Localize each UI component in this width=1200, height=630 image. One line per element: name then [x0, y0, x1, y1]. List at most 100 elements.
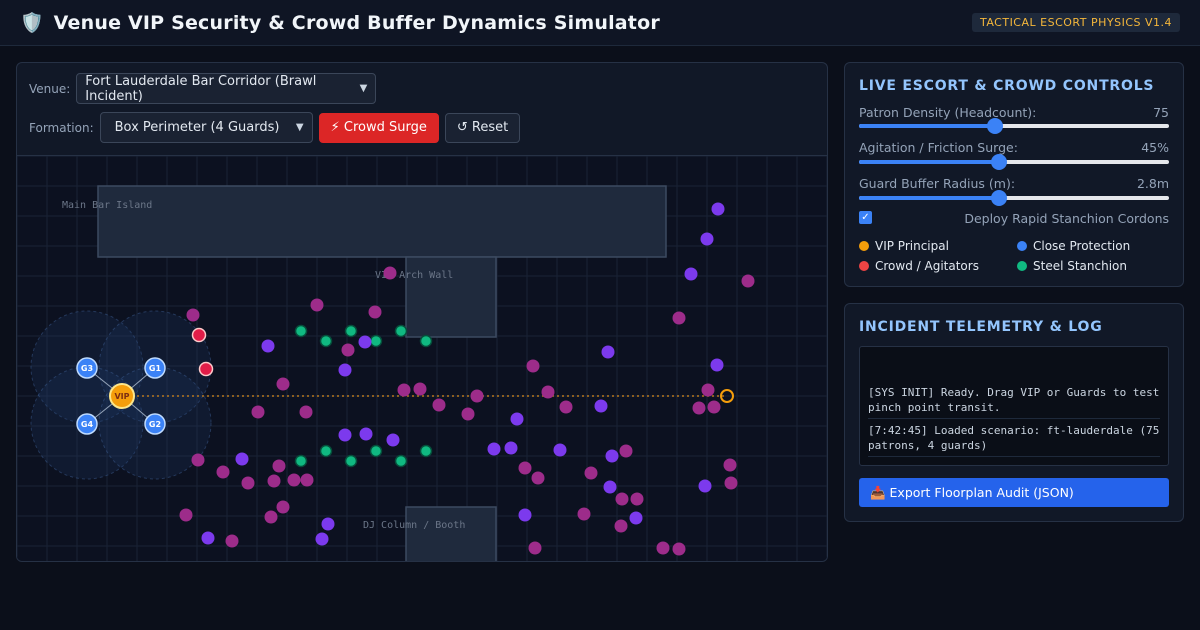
- stanchion[interactable]: [419, 334, 433, 348]
- telemetry-panel: INCIDENT TELEMETRY & LOG [SYS INIT] Read…: [844, 303, 1184, 522]
- crowd-patron: [287, 473, 301, 487]
- crowd-patron: [315, 532, 329, 546]
- guard-g2[interactable]: G2: [144, 413, 166, 435]
- shield-icon: 🛡️: [20, 12, 44, 34]
- log-entry: [SYS INIT] Ready. Drag VIP or Guards to …: [868, 385, 1160, 419]
- stanchion[interactable]: [344, 324, 358, 338]
- crowd-patron: [338, 363, 352, 377]
- crowd-patron: [413, 382, 427, 396]
- version-badge: TACTICAL ESCORT PHYSICS V1.4: [971, 13, 1180, 32]
- crowd-patron: [261, 339, 275, 353]
- stanchion[interactable]: [419, 444, 433, 458]
- density-slider[interactable]: [859, 118, 1169, 134]
- crowd-patron: [615, 492, 629, 506]
- crowd-patron: [487, 442, 501, 456]
- stanchion[interactable]: [319, 334, 333, 348]
- legend-stanchion-dot: [1017, 261, 1027, 271]
- stanchion[interactable]: [394, 454, 408, 468]
- stanchion-cordons: [294, 324, 433, 468]
- guard-g4[interactable]: G4: [76, 413, 98, 435]
- dj-column-booth: [405, 506, 497, 561]
- crowd-patron: [225, 534, 239, 548]
- crowd-patron: [605, 449, 619, 463]
- crowd-patron: [559, 400, 573, 414]
- formation-row: Formation: Box Perimeter (4 Guards) ▼ ⚡ …: [29, 112, 521, 143]
- venue-select[interactable]: Fort Lauderdale Bar Corridor (Brawl Inci…: [76, 73, 377, 104]
- guard-g4-label: G4: [81, 420, 94, 429]
- crowd-patron: [386, 433, 400, 447]
- stanchion-checkbox-label[interactable]: Deploy Rapid Stanchion Cordons: [964, 211, 1169, 226]
- crowd-patron: [711, 202, 725, 216]
- guard-g1-label: G1: [149, 364, 162, 373]
- crowd-surge-button[interactable]: ⚡ Crowd Surge: [318, 112, 439, 143]
- stanchion[interactable]: [369, 334, 383, 348]
- crowd-patron: [614, 519, 628, 533]
- crowd-patron: [179, 508, 193, 522]
- crowd-patron: [707, 400, 721, 414]
- crowd-patron: [672, 542, 686, 556]
- guard-g3[interactable]: G3: [76, 357, 98, 379]
- main-bar-island: [97, 185, 667, 258]
- slider-density-value: 75: [1153, 105, 1169, 120]
- floorplan-canvas[interactable]: Main Bar Island VIP Arch Wall DJ Column …: [17, 155, 828, 562]
- vip-principal[interactable]: VIP: [109, 383, 135, 409]
- chevron-down-icon: ▼: [295, 122, 304, 133]
- slider-density-row: Patron Density (Headcount): 75: [859, 105, 1169, 120]
- crowd-patron: [584, 466, 598, 480]
- crowd-patron: [692, 401, 706, 415]
- agitation-slider[interactable]: [859, 154, 1169, 170]
- crowd-patron: [300, 473, 314, 487]
- telemetry-title: INCIDENT TELEMETRY & LOG: [859, 319, 1103, 335]
- crowd-patron: [186, 308, 200, 322]
- crowd-patron: [603, 480, 617, 494]
- stanchion[interactable]: [319, 444, 333, 458]
- stanchion[interactable]: [344, 454, 358, 468]
- legend-cp-label: Close Protection: [1033, 239, 1131, 253]
- incident-log[interactable]: [SYS INIT] Ready. Drag VIP or Guards to …: [859, 346, 1169, 466]
- vip-arch-wall: [405, 256, 497, 338]
- slider-buffer-value: 2.8m: [1136, 176, 1169, 191]
- crowd-patron: [553, 443, 567, 457]
- stanchion-checkbox[interactable]: ✓: [859, 211, 872, 224]
- stanchion[interactable]: [369, 444, 383, 458]
- page-title: Venue VIP Security & Crowd Buffer Dynami…: [53, 11, 660, 34]
- legend-crowd: Crowd / Agitators: [859, 259, 979, 273]
- guard-g3-label: G3: [81, 364, 93, 373]
- crowd-patron: [518, 508, 532, 522]
- slider-fill: [859, 124, 996, 128]
- stanchion[interactable]: [294, 454, 308, 468]
- crowd-patron: [684, 267, 698, 281]
- guard-g1[interactable]: G1: [144, 357, 166, 379]
- slider-thumb[interactable]: [987, 118, 1004, 134]
- buffer-radius-slider[interactable]: [859, 190, 1169, 206]
- transit-target-marker[interactable]: [720, 389, 734, 403]
- crowd-patron: [272, 459, 286, 473]
- simulator-panel: Venue: Fort Lauderdale Bar Corridor (Bra…: [16, 62, 828, 562]
- dj-column-label: DJ Column / Booth: [363, 520, 465, 531]
- crowd-patron: [321, 517, 335, 531]
- crowd-patron: [264, 510, 278, 524]
- reset-button[interactable]: ↺ Reset: [444, 112, 521, 143]
- floorplan-svg[interactable]: Main Bar Island VIP Arch Wall DJ Column …: [17, 155, 828, 562]
- slider-density-label: Patron Density (Headcount):: [859, 105, 1037, 120]
- crowd-patron: [368, 305, 382, 319]
- crowd-patron: [461, 407, 475, 421]
- controls-title: LIVE ESCORT & CROWD CONTROLS: [859, 78, 1155, 94]
- stanchion[interactable]: [294, 324, 308, 338]
- crowd-patron: [724, 476, 738, 490]
- legend-crowd-dot: [859, 261, 869, 271]
- legend-close-protection: Close Protection: [1017, 239, 1130, 253]
- formation-select[interactable]: Box Perimeter (4 Guards) ▼: [99, 112, 313, 143]
- export-audit-button[interactable]: 📥 Export Floorplan Audit (JSON): [859, 478, 1169, 507]
- stanchion[interactable]: [394, 324, 408, 338]
- formation-select-value: Box Perimeter (4 Guards): [114, 120, 280, 135]
- slider-agitation-value: 45%: [1141, 140, 1169, 155]
- slider-thumb[interactable]: [990, 154, 1007, 170]
- crowd-patron: [629, 511, 643, 525]
- crowd-patron: [594, 399, 608, 413]
- crowd-patron: [276, 500, 290, 514]
- crowd-patron: [504, 441, 518, 455]
- crowd-patron: [698, 479, 712, 493]
- legend-vip: VIP Principal: [859, 239, 949, 253]
- slider-thumb[interactable]: [990, 190, 1007, 206]
